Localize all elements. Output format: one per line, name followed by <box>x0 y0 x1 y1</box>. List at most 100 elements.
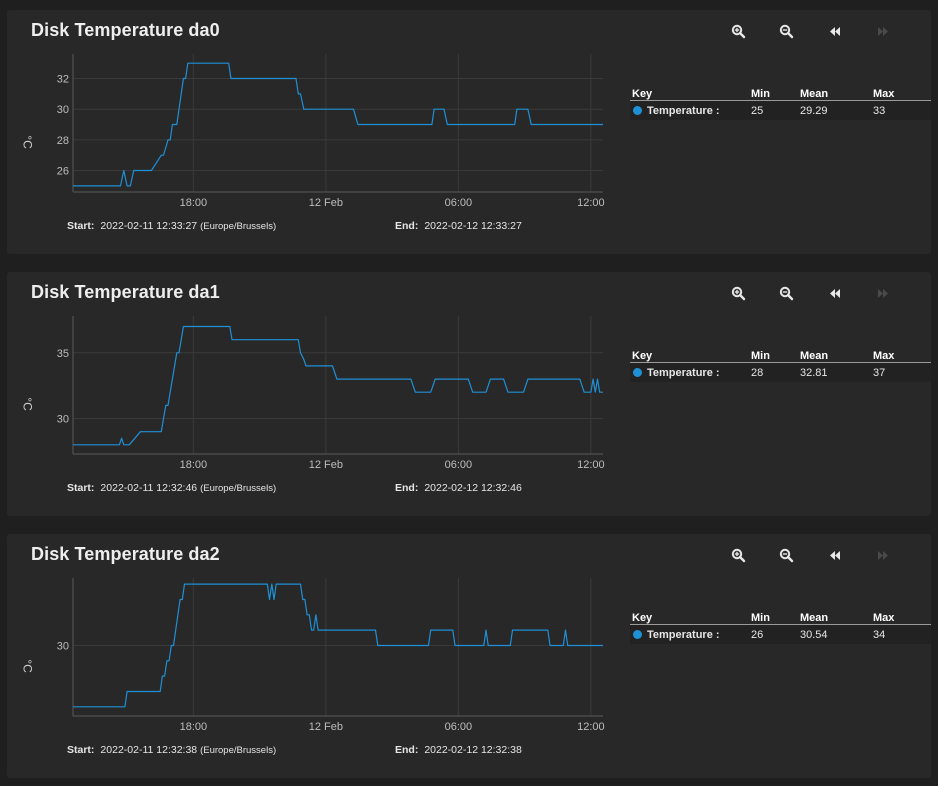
zoom-in-icon <box>731 24 746 39</box>
chart-card-da0: Disk Temperature da0 26 28 30 32 18:00 12 Feb… <box>7 10 931 254</box>
end-time: End: 2022-02-12 12:33:27 <box>395 220 522 232</box>
legend-min-header: Min <box>751 88 770 100</box>
start-label: Start: <box>67 220 95 232</box>
chart-title: Disk Temperature da1 <box>31 282 220 302</box>
legend-row[interactable]: Temperature : 26 30.54 34 <box>630 625 931 644</box>
legend-table: Key Min Mean Max Temperature : 25 29.29 … <box>630 86 931 120</box>
series-max: 34 <box>873 629 886 641</box>
x-tick-label: 18:00 <box>180 721 208 733</box>
zoom-in-button[interactable] <box>727 284 751 304</box>
legend-mean-header: Mean <box>800 612 829 624</box>
legend-key-header: Key <box>632 612 653 624</box>
legend-min-header: Min <box>751 350 770 362</box>
step-back-button[interactable] <box>823 22 847 42</box>
step-back-button[interactable] <box>823 546 847 566</box>
end-time: End: 2022-02-12 12:32:46 <box>395 482 522 494</box>
legend-key-header: Key <box>632 88 653 100</box>
y-tick-label: 30 <box>57 104 69 116</box>
end-value: 2022-02-12 12:32:38 <box>424 744 522 756</box>
series-mean: 32.81 <box>800 367 828 379</box>
line-chart: 26 28 30 32 18:00 12 Feb 06:00 12:00 <box>57 54 605 209</box>
series-color-dot <box>633 106 642 115</box>
step-forward-button[interactable] <box>871 546 895 566</box>
x-tick-label: 06:00 <box>445 459 473 471</box>
zoom-in-button[interactable] <box>727 22 751 42</box>
x-tick-label: 18:00 <box>180 459 208 471</box>
legend-header: Key Min Mean Max <box>630 610 931 625</box>
start-label: Start: <box>67 744 95 756</box>
legend-min-header: Min <box>751 612 770 624</box>
x-tick-label: 12 Feb <box>309 459 343 471</box>
legend-max-header: Max <box>873 350 895 362</box>
zoom-out-icon <box>779 548 794 563</box>
x-tick-label: 18:00 <box>180 197 208 209</box>
y-tick-label: 30 <box>57 640 69 652</box>
fast-forward-icon <box>878 289 888 298</box>
legend-key-header: Key <box>632 350 653 362</box>
line-chart: 30 18:00 12 Feb 06:00 12:00 <box>57 578 605 733</box>
temperature-series-line <box>73 325 603 446</box>
fast-forward-icon <box>878 551 888 560</box>
x-tick-label: 12:00 <box>577 459 605 471</box>
rewind-icon <box>830 27 840 36</box>
zoom-out-button[interactable] <box>775 284 799 304</box>
fast-forward-icon <box>878 27 888 36</box>
series-max: 33 <box>873 105 886 117</box>
zoom-in-button[interactable] <box>727 546 751 566</box>
zoom-in-icon <box>731 286 746 301</box>
y-tick-label: 28 <box>57 135 69 147</box>
start-value: 2022-02-11 12:32:38 <box>100 744 198 756</box>
temperature-series-line <box>73 583 603 708</box>
legend-header: Key Min Mean Max <box>630 348 931 363</box>
legend-max-header: Max <box>873 612 895 624</box>
zoom-out-button[interactable] <box>775 22 799 42</box>
series-name: Temperature : <box>647 105 720 117</box>
legend-header: Key Min Mean Max <box>630 86 931 101</box>
end-value: 2022-02-12 12:33:27 <box>424 220 522 232</box>
x-tick-label: 12:00 <box>577 721 605 733</box>
legend-max-header: Max <box>873 88 895 100</box>
zoom-out-icon <box>779 286 794 301</box>
start-timezone: (Europe/Brussels) <box>200 221 277 232</box>
step-back-button[interactable] <box>823 284 847 304</box>
chart-card-da1: Disk Temperature da1 30 35 18:00 12 Feb 06:0… <box>7 272 931 516</box>
start-value: 2022-02-11 12:33:27 <box>100 220 198 232</box>
rewind-icon <box>830 289 840 298</box>
series-min: 26 <box>751 629 764 641</box>
start-label: Start: <box>67 482 95 494</box>
y-tick-label: 26 <box>57 166 69 178</box>
chart-card-da2: Disk Temperature da2 30 18:00 12 Feb 06:00 1… <box>7 534 931 778</box>
x-tick-label: 12 Feb <box>309 721 343 733</box>
chart-title: Disk Temperature da0 <box>31 20 220 40</box>
start-timezone: (Europe/Brussels) <box>200 483 277 494</box>
series-min: 25 <box>751 105 764 117</box>
end-label: End: <box>395 744 419 756</box>
legend-mean-header: Mean <box>800 350 829 362</box>
zoom-out-icon <box>779 24 794 39</box>
start-timezone: (Europe/Brussels) <box>200 745 277 756</box>
step-forward-button[interactable] <box>871 284 895 304</box>
series-max: 37 <box>873 367 886 379</box>
start-value: 2022-02-11 12:32:46 <box>100 482 198 494</box>
x-tick-label: 06:00 <box>445 197 473 209</box>
series-color-dot <box>633 630 642 639</box>
rewind-icon <box>830 551 840 560</box>
y-axis-label: °C <box>20 135 35 149</box>
step-forward-button[interactable] <box>871 22 895 42</box>
legend-row[interactable]: Temperature : 25 29.29 33 <box>630 101 931 120</box>
end-value: 2022-02-12 12:32:46 <box>424 482 522 494</box>
chart-title: Disk Temperature da2 <box>31 544 220 564</box>
end-label: End: <box>395 220 419 232</box>
line-chart: 30 35 18:00 12 Feb 06:00 12:00 <box>57 316 605 471</box>
legend-table: Key Min Mean Max Temperature : 28 32.81 … <box>630 348 931 382</box>
series-min: 28 <box>751 367 764 379</box>
series-name: Temperature : <box>647 367 720 379</box>
y-tick-label: 35 <box>57 348 69 360</box>
temperature-series-line <box>73 62 603 187</box>
zoom-out-button[interactable] <box>775 546 799 566</box>
series-mean: 30.54 <box>800 629 828 641</box>
legend-row[interactable]: Temperature : 28 32.81 37 <box>630 363 931 382</box>
series-color-dot <box>633 368 642 377</box>
y-tick-label: 32 <box>57 74 69 86</box>
series-name: Temperature : <box>647 629 720 641</box>
